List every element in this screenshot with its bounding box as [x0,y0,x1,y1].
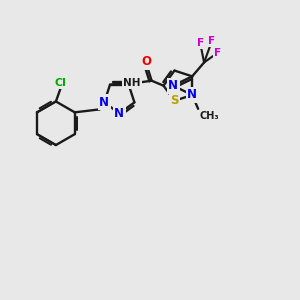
Text: NH: NH [123,78,141,88]
Text: N: N [168,79,178,92]
Text: N: N [99,96,109,109]
Text: N: N [187,88,197,101]
Text: O: O [142,56,152,68]
Text: F: F [208,36,216,46]
Text: CH₃: CH₃ [199,111,219,121]
Text: Cl: Cl [55,78,67,88]
Text: S: S [170,94,179,107]
Text: F: F [196,38,204,48]
Text: F: F [214,48,221,58]
Text: N: N [114,107,124,120]
